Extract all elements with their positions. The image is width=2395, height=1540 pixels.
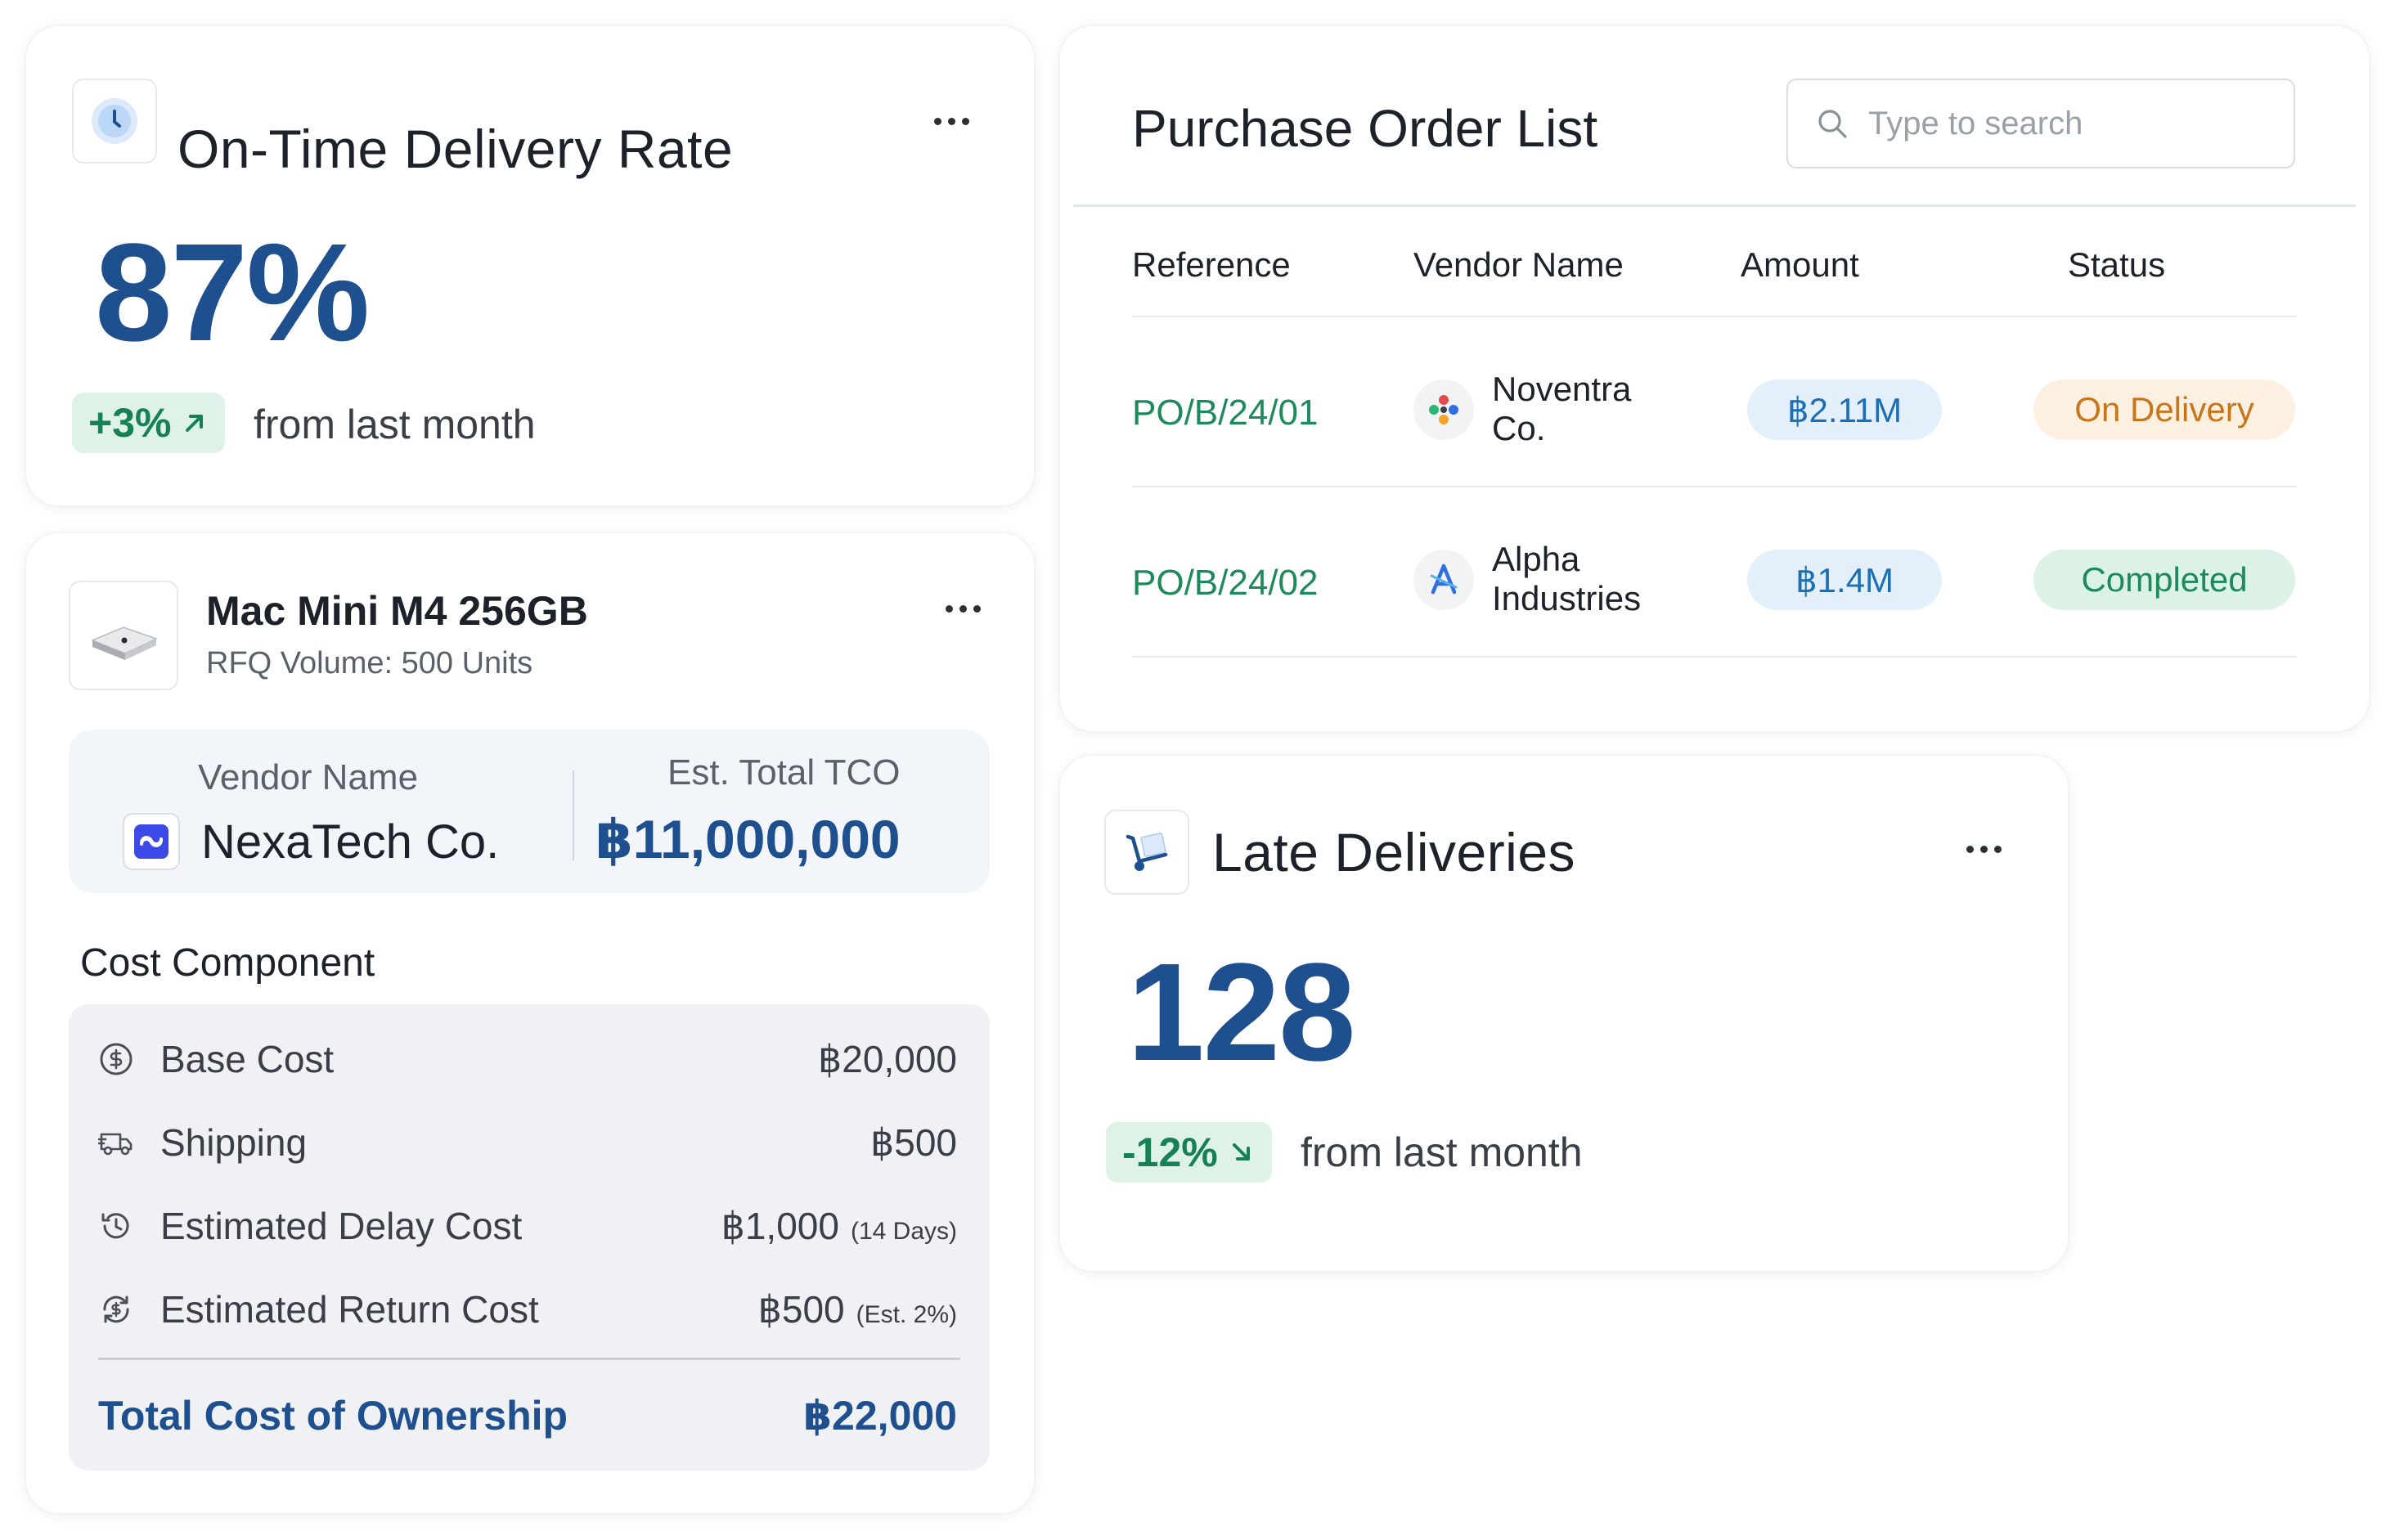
cost-row-return: Estimated Return Cost ฿500 (Est. 2%) bbox=[69, 1279, 990, 1336]
vendor-name-line: Industries bbox=[1492, 579, 1642, 617]
on-time-rate-value: 87% bbox=[95, 215, 370, 370]
cost-label: Estimated Return Cost bbox=[160, 1288, 539, 1331]
cost-note: (Est. 2%) bbox=[856, 1301, 957, 1328]
dot-icon bbox=[934, 118, 941, 125]
product-image-tile bbox=[69, 581, 178, 690]
section-title: Cost Component bbox=[80, 941, 375, 985]
clock-icon-tile bbox=[72, 79, 157, 164]
dot-icon bbox=[948, 118, 955, 125]
dot-icon bbox=[959, 605, 967, 613]
vendor-name-line: Noventra bbox=[1492, 370, 1632, 408]
total-divider bbox=[98, 1358, 960, 1360]
delta-value: -12% bbox=[1122, 1129, 1218, 1175]
vendor-logo bbox=[1413, 550, 1474, 610]
cost-component-panel: Base Cost ฿20,000 Shipping ฿500 E bbox=[69, 1004, 990, 1470]
dot-icon bbox=[1980, 846, 1988, 853]
po-reference-link[interactable]: PO/B/24/01 bbox=[1132, 393, 1319, 433]
search-icon bbox=[1818, 110, 1847, 138]
card-title: On-Time Delivery Rate bbox=[177, 119, 734, 179]
cost-label: Base Cost bbox=[160, 1038, 335, 1080]
cost-label: Estimated Delay Cost bbox=[160, 1205, 523, 1247]
purchase-order-card: Purchase Order List Reference Vendor Nam… bbox=[1060, 26, 2369, 731]
card-title: Late Deliveries bbox=[1212, 822, 1576, 882]
late-deliveries-card: Late Deliveries 128 -12% from last month bbox=[1060, 756, 2068, 1271]
vendor-name-line: Co. bbox=[1492, 409, 1546, 447]
tco-label: Est. Total TCO bbox=[667, 752, 901, 792]
vendor-logo bbox=[1413, 379, 1474, 440]
vendor-name: Noventra Co. bbox=[1492, 370, 1656, 448]
product-cost-card: Mac Mini M4 256GB RFQ Volume: 500 Units … bbox=[26, 533, 1034, 1513]
more-options-button[interactable] bbox=[946, 605, 981, 613]
vendor-name: Alpha Industries bbox=[1492, 540, 1656, 618]
search-box[interactable] bbox=[1786, 79, 2295, 168]
delta-note: from last month bbox=[254, 402, 536, 447]
on-time-delivery-card: On-Time Delivery Rate 87% +3% from last … bbox=[26, 26, 1034, 505]
nexatech-logo-icon bbox=[134, 824, 169, 859]
rfq-volume: RFQ Volume: 500 Units bbox=[206, 646, 533, 680]
column-header-amount[interactable]: Amount bbox=[1741, 245, 1859, 284]
status-badge: On Delivery bbox=[2033, 379, 2295, 440]
panel-divider bbox=[573, 770, 574, 860]
alpha-logo-icon bbox=[1430, 563, 1458, 595]
delta-badge: -12% bbox=[1106, 1122, 1272, 1183]
search-input[interactable] bbox=[1868, 105, 2261, 142]
more-options-button[interactable] bbox=[1966, 846, 2002, 853]
hand-truck-icon bbox=[1126, 833, 1168, 871]
refund-icon bbox=[103, 1295, 129, 1323]
dot-icon bbox=[973, 605, 981, 613]
row-divider bbox=[1132, 486, 2297, 487]
delta-badge: +3% bbox=[72, 393, 226, 453]
status-badge: Completed bbox=[2033, 550, 2295, 610]
card-title: Purchase Order List bbox=[1132, 99, 1598, 158]
vendor-summary-panel: Vendor Name NexaTech Co. Est. Total TCO … bbox=[69, 730, 990, 893]
arrow-up-right-icon bbox=[186, 415, 204, 432]
hand-truck-icon-tile bbox=[1104, 810, 1189, 895]
dot-icon bbox=[1994, 846, 2002, 853]
cost-row-shipping: Shipping ฿500 bbox=[69, 1112, 990, 1170]
row-divider bbox=[1132, 656, 2297, 658]
tco-value: ฿11,000,000 bbox=[595, 809, 901, 869]
vendor-label: Vendor Name bbox=[198, 757, 419, 797]
dot-icon bbox=[1966, 846, 1974, 853]
product-name: Mac Mini M4 256GB bbox=[206, 588, 588, 634]
column-header-status[interactable]: Status bbox=[2068, 245, 2166, 284]
dollar-circle-icon bbox=[100, 1043, 133, 1075]
column-header-vendor[interactable]: Vendor Name bbox=[1413, 245, 1624, 284]
cost-amount: ฿1,000 bbox=[721, 1205, 839, 1247]
cost-amount: ฿500 bbox=[757, 1288, 845, 1331]
truck-icon bbox=[98, 1133, 133, 1156]
cost-row-delay: Estimated Delay Cost ฿1,000 (14 Days) bbox=[69, 1196, 990, 1253]
noventra-logo-icon bbox=[1429, 395, 1458, 424]
cost-amount: ฿20,000 bbox=[818, 1038, 957, 1080]
cost-value: ฿500 (Est. 2%) bbox=[758, 1287, 957, 1331]
total-cost-label: Total Cost of Ownership bbox=[98, 1393, 568, 1439]
cost-row-base: Base Cost ฿20,000 bbox=[69, 1029, 990, 1086]
row-divider bbox=[1132, 316, 2297, 317]
cost-label: Shipping bbox=[160, 1121, 308, 1164]
amount-badge: ฿2.11M bbox=[1747, 379, 1942, 440]
cost-value: ฿1,000 (14 Days) bbox=[721, 1204, 957, 1248]
more-options-button[interactable] bbox=[934, 118, 969, 125]
arrow-down-right-icon bbox=[1232, 1143, 1250, 1161]
late-deliveries-value: 128 bbox=[1127, 935, 1356, 1090]
cost-value: ฿500 bbox=[870, 1120, 957, 1165]
history-icon bbox=[101, 1213, 129, 1239]
po-reference-link[interactable]: PO/B/24/02 bbox=[1132, 563, 1319, 603]
clock-icon bbox=[92, 98, 137, 144]
dot-icon bbox=[962, 118, 969, 125]
delta-note: from last month bbox=[1301, 1129, 1583, 1175]
vendor-name-line: Alpha bbox=[1492, 540, 1580, 578]
header-divider bbox=[1073, 204, 2356, 207]
total-cost-value: ฿22,000 bbox=[803, 1393, 957, 1439]
delta-value: +3% bbox=[88, 400, 172, 446]
mac-mini-icon bbox=[91, 626, 158, 660]
vendor-logo bbox=[123, 813, 180, 870]
cost-amount: ฿500 bbox=[869, 1121, 957, 1164]
cost-note: (14 Days) bbox=[850, 1218, 957, 1245]
dot-icon bbox=[946, 605, 953, 613]
cost-value: ฿20,000 bbox=[818, 1037, 957, 1081]
amount-badge: ฿1.4M bbox=[1747, 550, 1942, 610]
vendor-name: NexaTech Co. bbox=[201, 815, 500, 869]
column-header-reference[interactable]: Reference bbox=[1132, 245, 1291, 284]
